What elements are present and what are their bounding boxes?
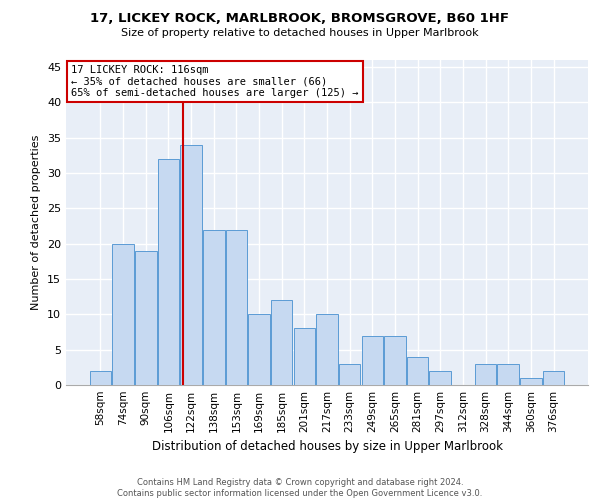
Bar <box>181 145 202 385</box>
Y-axis label: Number of detached properties: Number of detached properties <box>31 135 41 310</box>
Text: 17, LICKEY ROCK, MARLBROOK, BROMSGROVE, B60 1HF: 17, LICKEY ROCK, MARLBROOK, BROMSGROVE, … <box>91 12 509 26</box>
Bar <box>497 364 519 385</box>
Bar <box>271 300 292 385</box>
Bar <box>158 159 179 385</box>
Bar <box>226 230 247 385</box>
Bar <box>520 378 542 385</box>
Bar <box>135 251 157 385</box>
Bar <box>316 314 338 385</box>
Bar <box>203 230 224 385</box>
Bar <box>90 371 111 385</box>
Bar <box>430 371 451 385</box>
X-axis label: Distribution of detached houses by size in Upper Marlbrook: Distribution of detached houses by size … <box>151 440 503 454</box>
Text: Contains HM Land Registry data © Crown copyright and database right 2024.
Contai: Contains HM Land Registry data © Crown c… <box>118 478 482 498</box>
Bar <box>384 336 406 385</box>
Bar <box>475 364 496 385</box>
Bar <box>543 371 564 385</box>
Text: 17 LICKEY ROCK: 116sqm
← 35% of detached houses are smaller (66)
65% of semi-det: 17 LICKEY ROCK: 116sqm ← 35% of detached… <box>71 65 359 98</box>
Bar <box>112 244 134 385</box>
Bar <box>362 336 383 385</box>
Bar <box>293 328 315 385</box>
Bar <box>248 314 270 385</box>
Bar <box>339 364 361 385</box>
Text: Size of property relative to detached houses in Upper Marlbrook: Size of property relative to detached ho… <box>121 28 479 38</box>
Bar <box>407 356 428 385</box>
